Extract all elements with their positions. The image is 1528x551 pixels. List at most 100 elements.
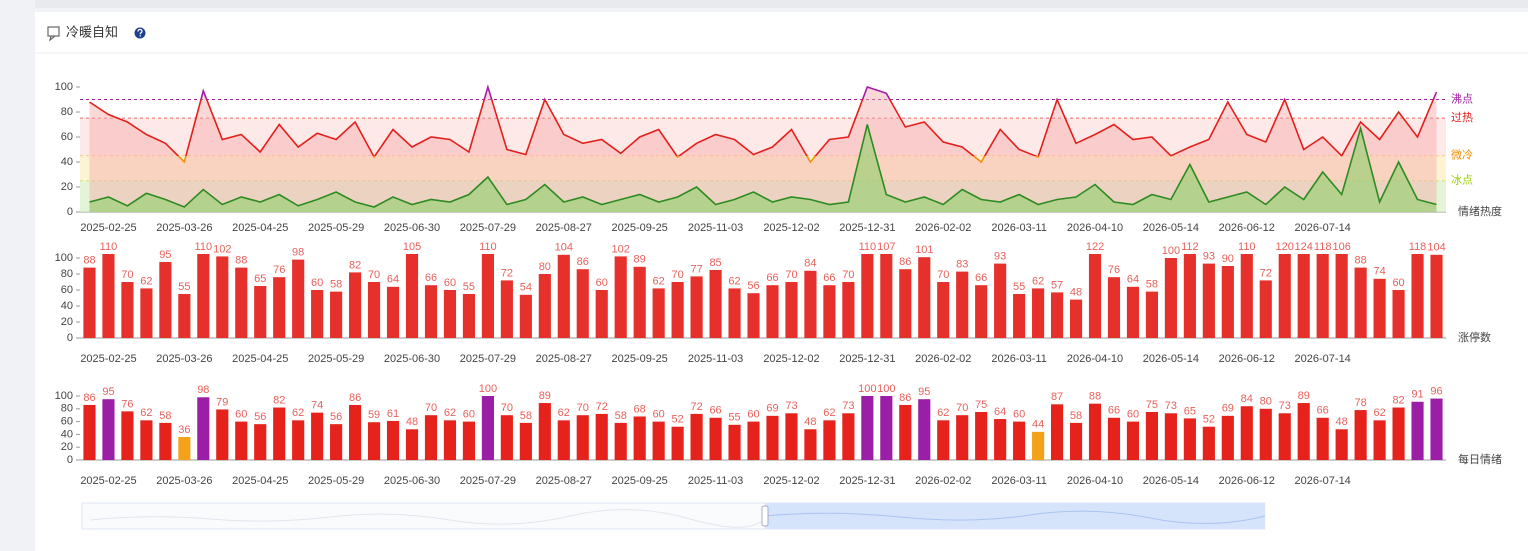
bar xyxy=(1013,421,1026,460)
value-label: 76 xyxy=(121,398,133,410)
value-label: 60 xyxy=(463,409,475,421)
value-label: 110 xyxy=(859,241,877,253)
value-label: 98 xyxy=(197,384,209,396)
bar xyxy=(443,420,457,460)
x-tick-label: 2025-05-29 xyxy=(308,353,364,365)
bar xyxy=(595,413,608,460)
value-label: 76 xyxy=(1108,264,1120,276)
bar xyxy=(1183,418,1196,460)
x-tick-label: 2026-03-11 xyxy=(991,222,1046,234)
x-tick-label: 2026-05-14 xyxy=(1143,475,1199,487)
value-label: 66 xyxy=(766,272,778,284)
bar xyxy=(481,254,494,338)
y-tick-label: 20 xyxy=(61,181,73,193)
bar xyxy=(1069,422,1083,460)
value-label: 77 xyxy=(690,263,702,275)
bar xyxy=(1202,263,1215,338)
value-label: 58 xyxy=(1146,279,1158,291)
bar xyxy=(1221,415,1234,460)
x-tick-label: 2025-12-31 xyxy=(839,475,895,487)
value-label: 110 xyxy=(100,241,118,253)
bar xyxy=(1240,406,1253,460)
bar xyxy=(766,415,779,460)
x-tick-label: 2025-08-27 xyxy=(536,475,592,487)
bar xyxy=(424,415,438,460)
bar xyxy=(462,294,476,338)
bar xyxy=(538,403,551,460)
bar xyxy=(386,420,400,460)
value-label: 66 xyxy=(709,405,721,417)
bar xyxy=(785,282,798,338)
x-tick-label: 2025-12-02 xyxy=(763,475,819,487)
bar xyxy=(1278,413,1291,460)
value-label: 101 xyxy=(915,244,933,256)
bar xyxy=(121,282,134,338)
value-label: 93 xyxy=(1203,251,1215,263)
top-strip xyxy=(35,0,1528,8)
bar xyxy=(349,404,362,460)
bar xyxy=(311,412,324,460)
x-tick-label: 2025-11-03 xyxy=(688,353,743,365)
value-label: 88 xyxy=(83,255,95,267)
help-icon[interactable] xyxy=(134,27,146,39)
value-label: 80 xyxy=(539,261,551,273)
value-label: 48 xyxy=(1070,287,1082,299)
area xyxy=(89,124,1437,212)
value-label: 100 xyxy=(479,383,497,395)
bar xyxy=(557,420,570,460)
bar xyxy=(709,270,722,338)
x-tick-label: 2026-03-11 xyxy=(991,475,1046,487)
x-tick-label: 2025-04-25 xyxy=(232,353,288,365)
x-tick-label: 2026-06-12 xyxy=(1219,475,1275,487)
x-tick-label: 2025-03-26 xyxy=(156,222,212,234)
value-label: 73 xyxy=(1279,400,1291,412)
value-label: 48 xyxy=(804,416,816,428)
bar xyxy=(1354,410,1367,460)
x-tick-label: 2025-12-02 xyxy=(763,222,819,234)
value-label: 110 xyxy=(195,241,213,253)
bar xyxy=(311,290,324,338)
value-label: 62 xyxy=(140,275,152,287)
bar xyxy=(367,422,381,460)
y-tick-label: 40 xyxy=(61,156,73,168)
x-tick-label: 2025-03-26 xyxy=(156,475,212,487)
bar xyxy=(1032,288,1045,338)
value-label: 48 xyxy=(406,416,418,428)
value-label: 70 xyxy=(785,269,797,281)
bar xyxy=(975,412,988,460)
bar xyxy=(918,399,931,460)
value-label: 62 xyxy=(823,407,835,419)
bar xyxy=(83,267,96,338)
value-label: 84 xyxy=(1241,393,1253,405)
bar xyxy=(1088,403,1102,460)
header-title: 冷暖自知 xyxy=(66,24,118,39)
x-tick-label: 2025-12-31 xyxy=(839,222,895,234)
bar xyxy=(652,288,665,338)
value-label: 56 xyxy=(254,411,266,423)
bar xyxy=(1430,254,1443,338)
zoom-slider[interactable] xyxy=(81,502,1495,530)
x-tick-label: 2025-12-02 xyxy=(763,353,819,365)
value-label: 69 xyxy=(766,403,778,415)
bar xyxy=(1411,401,1424,460)
value-label: 91 xyxy=(1411,389,1423,401)
bar xyxy=(1297,254,1310,338)
bar xyxy=(254,424,267,460)
value-label: 82 xyxy=(1392,394,1404,406)
y-tick-label: 0 xyxy=(67,206,73,218)
bar xyxy=(1297,403,1310,460)
bar xyxy=(330,291,343,338)
value-label: 96 xyxy=(1430,385,1442,397)
value-label: 110 xyxy=(1238,241,1256,253)
value-label: 118 xyxy=(1409,241,1427,253)
bar xyxy=(197,254,210,338)
x-tick-label: 2026-04-10 xyxy=(1067,353,1123,365)
value-label: 48 xyxy=(1336,416,1348,428)
value-label: 62 xyxy=(140,407,152,419)
bar xyxy=(823,420,836,460)
bar xyxy=(595,290,608,338)
bar xyxy=(83,404,96,460)
y-tick-label: 20 xyxy=(61,441,73,453)
value-label: 89 xyxy=(539,390,551,402)
bar xyxy=(273,407,286,460)
